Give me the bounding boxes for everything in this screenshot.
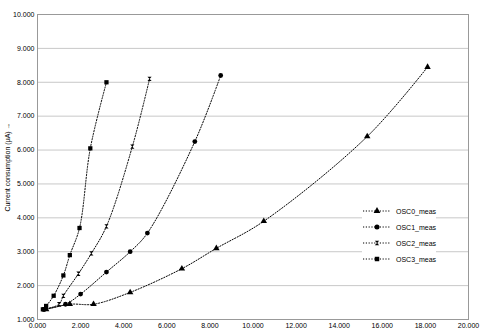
html-text:OSC1_meas: OSC1_meas bbox=[396, 223, 437, 231]
svg-text:8.000: 8.000 bbox=[17, 79, 35, 86]
svg-text:6.000: 6.000 bbox=[17, 146, 35, 153]
svg-text:2.000: 2.000 bbox=[72, 322, 90, 329]
svg-text:10.000: 10.000 bbox=[13, 11, 35, 18]
svg-text:12.000: 12.000 bbox=[285, 322, 307, 329]
svg-text:4.000: 4.000 bbox=[17, 214, 35, 221]
svg-text:20.000: 20.000 bbox=[458, 322, 480, 329]
svg-text:1.000: 1.000 bbox=[17, 315, 35, 323]
svg-text:6.000: 6.000 bbox=[158, 322, 176, 329]
svg-text:Current consumption (µA) →: Current consumption (µA) → bbox=[4, 122, 12, 211]
svg-text:10.000: 10.000 bbox=[242, 322, 264, 329]
svg-text:7.000: 7.000 bbox=[17, 112, 35, 119]
svg-text:3.000: 3.000 bbox=[17, 248, 35, 255]
html-text:OSC2_meas: OSC2_meas bbox=[396, 239, 437, 247]
html-text:OSC0_meas: OSC0_meas bbox=[396, 207, 437, 215]
svg-text:0.000: 0.000 bbox=[29, 322, 47, 329]
svg-text:5.000: 5.000 bbox=[17, 180, 35, 187]
html-text:OSC3_meas: OSC3_meas bbox=[396, 255, 437, 263]
svg-text:9.000: 9.000 bbox=[17, 45, 35, 52]
svg-text:16.000: 16.000 bbox=[372, 322, 394, 329]
svg-text:8.000: 8.000 bbox=[201, 322, 219, 329]
svg-text:14.000: 14.000 bbox=[328, 322, 350, 329]
svg-text:18.000: 18.000 bbox=[415, 322, 437, 329]
svg-text:4.000: 4.000 bbox=[115, 322, 133, 329]
svg-text:2.000: 2.000 bbox=[17, 282, 35, 289]
